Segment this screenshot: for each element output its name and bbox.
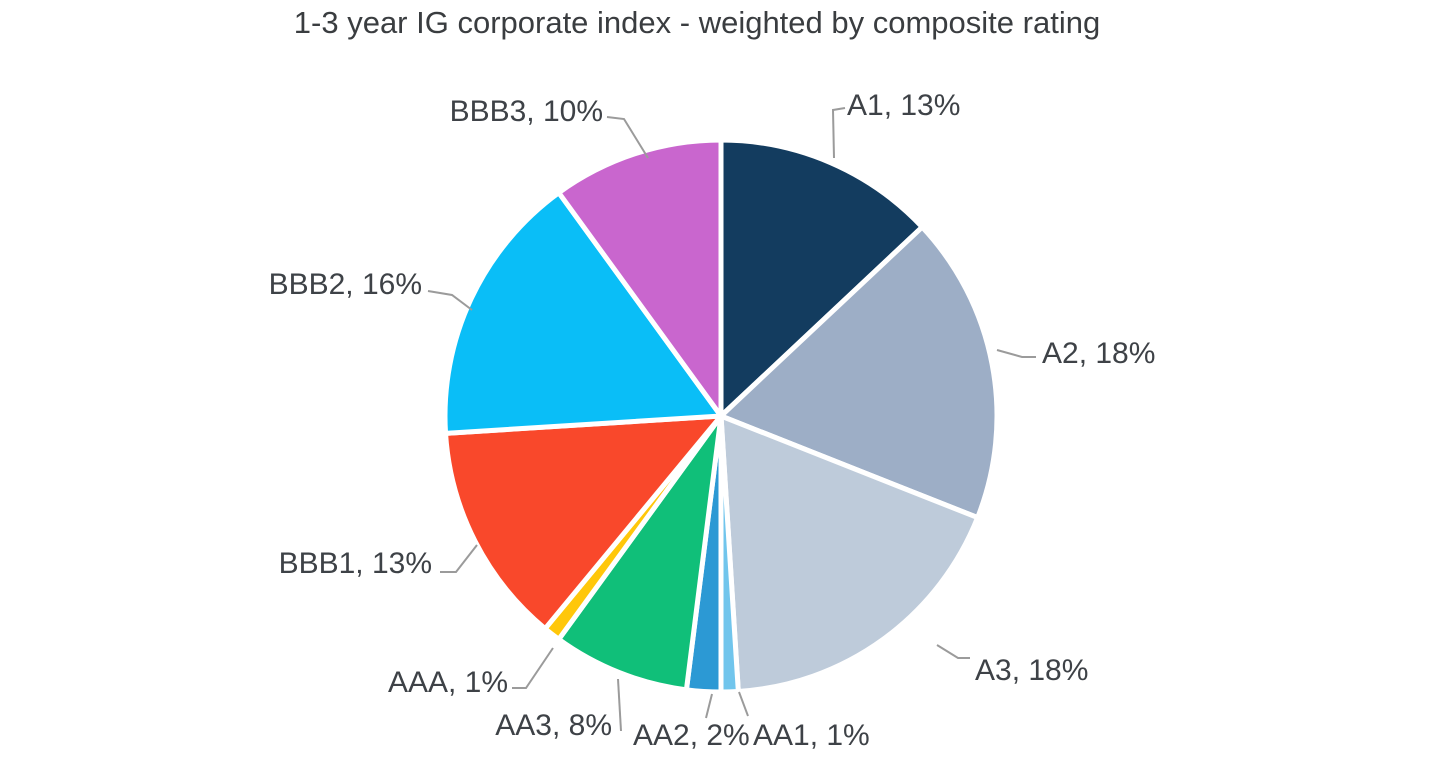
slice-label-A2: A2, 18% xyxy=(1042,337,1155,370)
leader-line-AA2 xyxy=(705,693,713,719)
slice-label-AAA: AAA, 1% xyxy=(388,666,508,699)
slice-label-A1: A1, 13% xyxy=(847,89,960,122)
pie-slice-BBB3 xyxy=(556,137,724,419)
slice-labels: A1, 13% A2, 18% A3, 18% AA1, 1%AA2, 2% AA3, … xyxy=(269,89,1156,752)
slice-label-A3: A3, 18% xyxy=(975,654,1088,687)
pie-slice-A1 xyxy=(718,137,925,419)
slice-label-BBB2: BBB2, 16% xyxy=(269,268,422,301)
slice-label-AA1: AA1, 1% xyxy=(753,719,870,752)
leader-line-A3 xyxy=(936,644,970,659)
leader-line-AAA xyxy=(512,647,554,689)
leader-line-BBB3 xyxy=(606,116,649,159)
pie-slice-AA3 xyxy=(556,413,724,693)
leader-lines xyxy=(427,107,1036,732)
pie-slice-A3 xyxy=(718,413,981,694)
leader-line-AA3 xyxy=(617,678,622,732)
chart-title: 1-3 year IG corporate index - weighted b… xyxy=(294,5,1100,40)
pie-slice-BBB2 xyxy=(442,190,724,436)
pie-slices xyxy=(442,137,1000,695)
leader-line-A1 xyxy=(831,107,846,159)
leader-line-BBB1 xyxy=(440,544,478,573)
slice-label-AA3: AA3, 8% xyxy=(495,709,612,742)
slice-label-BBB3: BBB3, 10% xyxy=(450,95,603,128)
pie-slice-BBB1 xyxy=(443,413,724,632)
slice-label-BBB1: BBB1, 13% xyxy=(279,547,432,580)
slice-label-AA2: AA2, 2% xyxy=(633,719,750,752)
leader-line-BBB2 xyxy=(427,290,473,311)
leader-line-AA1 xyxy=(738,691,749,717)
leader-line-A2 xyxy=(996,349,1036,358)
pie-slice-A2 xyxy=(718,224,1000,521)
